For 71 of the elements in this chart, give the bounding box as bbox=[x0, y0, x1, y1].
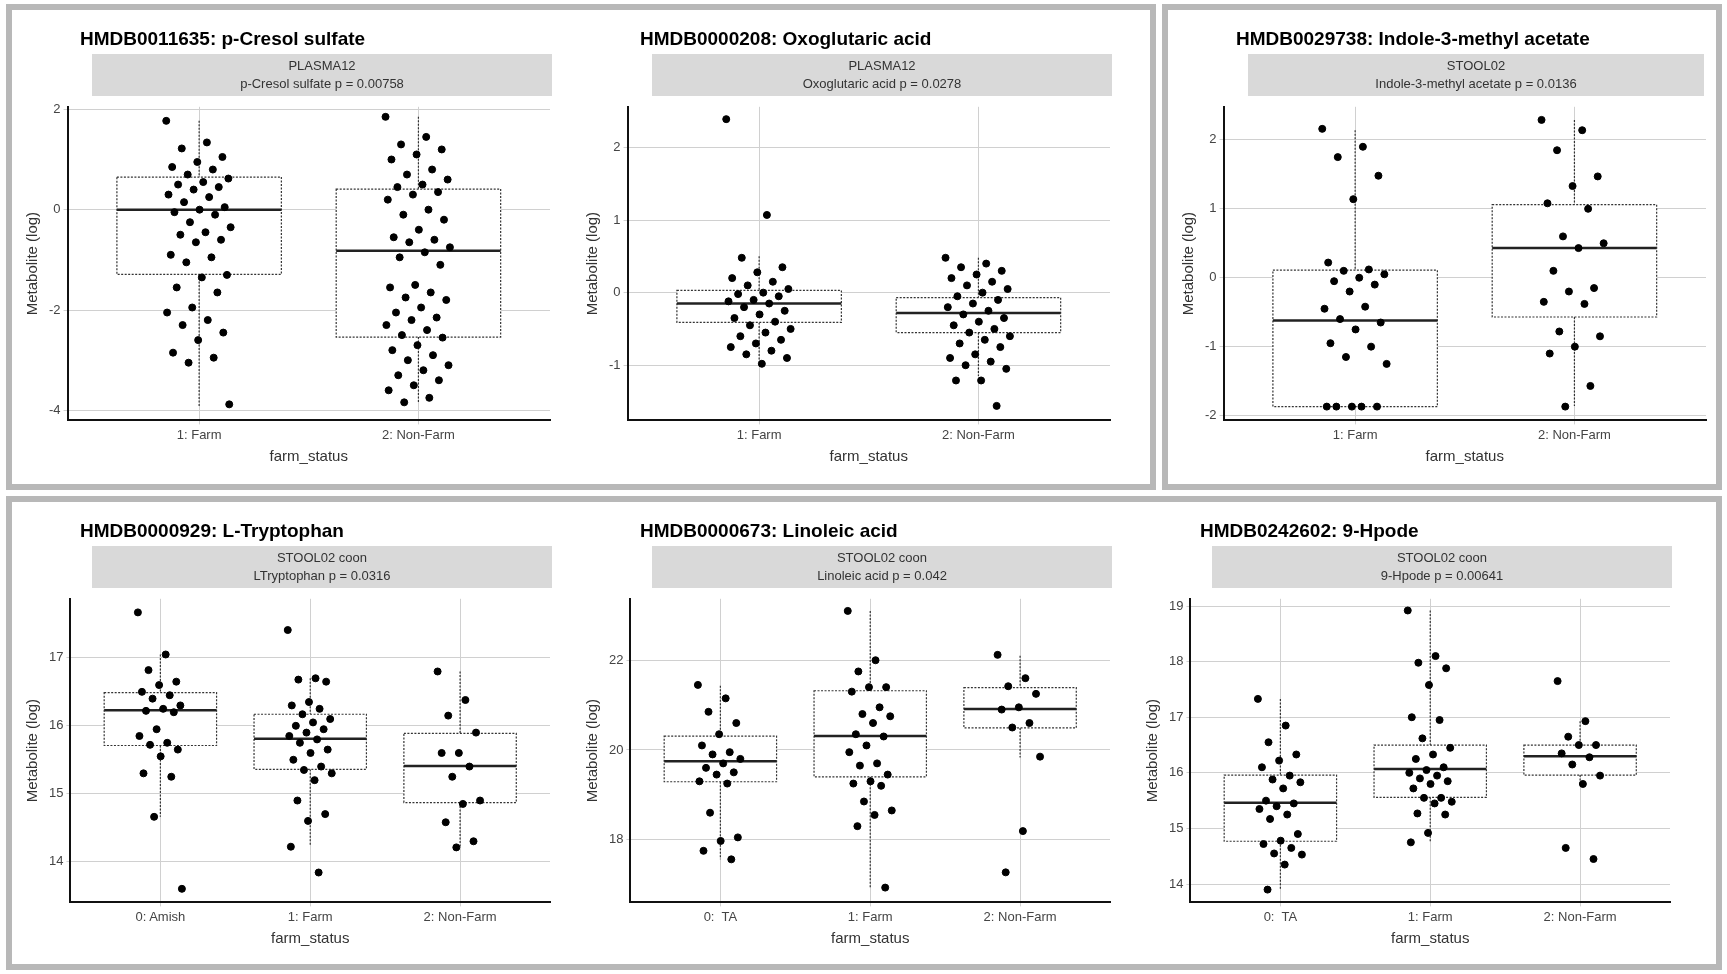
y-axis-title: Metabolite (log) bbox=[23, 698, 41, 803]
y-tick-label: 0 bbox=[53, 201, 61, 217]
x-tick-label: 2: Non-Farm bbox=[423, 908, 497, 924]
y-tick-label: 17 bbox=[48, 649, 64, 665]
y-axis-title: Metabolite (log) bbox=[1179, 211, 1197, 316]
y-axis-title: Metabolite (log) bbox=[23, 211, 41, 316]
x-tick-label: 1: Farm bbox=[847, 908, 893, 924]
chart-subtitle: STOOL02 bbox=[1445, 57, 1507, 75]
y-tick-label: -1 bbox=[1205, 338, 1217, 354]
x-tick-label: 1: Farm bbox=[736, 426, 782, 442]
x-tick-label: 2: Non-Farm bbox=[381, 426, 455, 442]
x-tick-label: 0: TA bbox=[1263, 908, 1298, 924]
y-tick-label: -2 bbox=[49, 301, 61, 317]
text: Indole-3-methyl acetate p = 0.0136 bbox=[1374, 75, 1578, 93]
chart-title: HMDB0242602: 9-Hpode bbox=[1200, 520, 1420, 542]
y-tick-label: 14 bbox=[48, 853, 64, 869]
y-tick-label: -1 bbox=[609, 356, 621, 372]
x-tick-label: 1: Farm bbox=[1407, 908, 1453, 924]
text: Linoleic acid p = 0.042 bbox=[816, 567, 948, 585]
y-tick-label: -4 bbox=[49, 401, 61, 417]
chart-title: HMDB0029738: Indole-3-methyl acetate bbox=[1236, 28, 1591, 50]
y-tick-label: 15 bbox=[1168, 820, 1184, 836]
y-tick-label: 18 bbox=[1168, 653, 1184, 669]
y-tick-label: 1 bbox=[613, 211, 621, 227]
x-tick-label: 2: Non-Farm bbox=[1537, 426, 1611, 442]
y-tick-label: 2 bbox=[613, 139, 621, 155]
chart-title: HMDB0000673: Linoleic acid bbox=[640, 520, 899, 542]
x-tick-label: 0: Amish bbox=[135, 908, 186, 924]
chart-subtitle: STOOL02 coon bbox=[1395, 549, 1489, 567]
x-axis-title: farm_status bbox=[1425, 447, 1504, 465]
y-axis-title: Metabolite (log) bbox=[583, 698, 601, 803]
x-tick-label: 2: Non-Farm bbox=[983, 908, 1057, 924]
x-tick-label: 1: Farm bbox=[1332, 426, 1378, 442]
y-tick-label: 16 bbox=[48, 717, 64, 733]
y-tick-label: 17 bbox=[1168, 708, 1184, 724]
chart-title: HMDB0000929: L-Tryptophan bbox=[80, 520, 345, 542]
y-tick-label: 18 bbox=[608, 831, 624, 847]
y-tick-label: 14 bbox=[1168, 875, 1184, 891]
y-tick-label: 2 bbox=[53, 100, 61, 116]
x-tick-label: 1: Farm bbox=[176, 426, 222, 442]
y-tick-label: 19 bbox=[1168, 597, 1184, 613]
y-tick-label: 0 bbox=[613, 284, 621, 300]
chart-title: HMDB0011635: p-Cresol sulfate bbox=[80, 28, 367, 50]
text: Oxoglutaric acid p = 0.0278 bbox=[801, 75, 963, 93]
y-axis-title: Metabolite (log) bbox=[583, 211, 601, 316]
x-axis-title: farm_status bbox=[831, 929, 910, 947]
x-axis-title: farm_status bbox=[271, 929, 350, 947]
y-tick-label: 0 bbox=[1209, 269, 1217, 285]
y-axis-title: Metabolite (log) bbox=[1143, 698, 1161, 803]
y-tick-label: 1 bbox=[1209, 200, 1217, 216]
y-tick-label: 15 bbox=[48, 785, 64, 801]
x-tick-label: 0: TA bbox=[703, 908, 738, 924]
chart-subtitle: STOOL02 coon bbox=[835, 549, 929, 567]
y-tick-label: 16 bbox=[1168, 764, 1184, 780]
x-axis-title: farm_status bbox=[1391, 929, 1470, 947]
text: 9-Hpode p = 0.00641 bbox=[1379, 567, 1505, 585]
y-tick-label: 2 bbox=[1209, 131, 1217, 147]
chart-subtitle: PLASMA12 bbox=[847, 57, 917, 75]
x-tick-label: 2: Non-Farm bbox=[1543, 908, 1617, 924]
text: LTryptophan p = 0.0316 bbox=[252, 567, 392, 585]
x-tick-label: 1: Farm bbox=[287, 908, 333, 924]
chart-title: HMDB0000208: Oxoglutaric acid bbox=[640, 28, 933, 50]
y-tick-label: 22 bbox=[608, 651, 624, 667]
y-tick-label: -2 bbox=[1205, 407, 1217, 423]
x-axis-title: farm_status bbox=[269, 447, 348, 465]
x-tick-label: 2: Non-Farm bbox=[941, 426, 1015, 442]
text: p-Cresol sulfate p = 0.00758 bbox=[239, 75, 405, 93]
chart-subtitle: PLASMA12 bbox=[287, 57, 357, 75]
y-tick-label: 20 bbox=[608, 741, 624, 757]
chart-subtitle: STOOL02 coon bbox=[275, 549, 369, 567]
x-axis-title: farm_status bbox=[829, 447, 908, 465]
